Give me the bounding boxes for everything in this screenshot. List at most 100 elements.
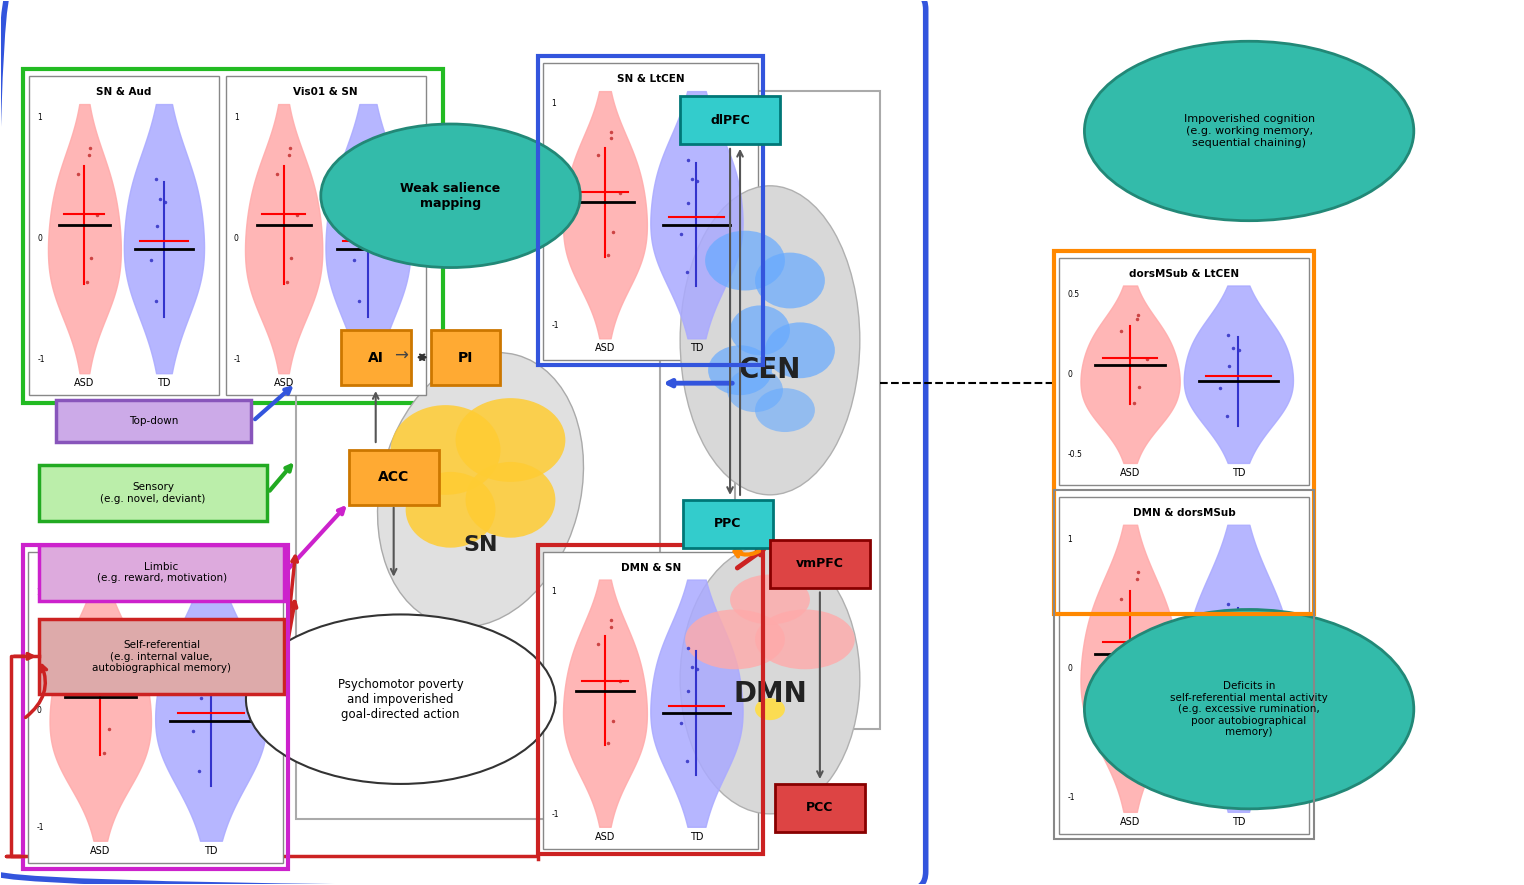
Text: →: →	[393, 346, 407, 365]
Bar	[544, 63, 757, 360]
Ellipse shape	[754, 389, 815, 432]
Text: DMN & SN: DMN & SN	[620, 563, 681, 573]
Bar	[1055, 490, 1314, 839]
Text: 1: 1	[552, 588, 556, 596]
Text: 0: 0	[552, 211, 556, 219]
Text: TD: TD	[690, 343, 703, 353]
Text: 0: 0	[37, 705, 41, 715]
Ellipse shape	[1085, 610, 1414, 809]
Ellipse shape	[405, 472, 495, 548]
Ellipse shape	[754, 610, 855, 669]
Bar	[680, 96, 780, 144]
Bar	[341, 330, 410, 385]
Text: ACC: ACC	[378, 471, 410, 484]
Bar	[23, 544, 288, 869]
Bar	[544, 551, 757, 849]
Text: DMN & dorsMSub: DMN & dorsMSub	[1132, 508, 1236, 518]
Text: PPC: PPC	[715, 517, 742, 530]
Text: PCC: PCC	[806, 801, 834, 814]
Text: -1: -1	[552, 321, 559, 330]
Ellipse shape	[390, 405, 500, 495]
Ellipse shape	[709, 345, 773, 395]
Text: TD: TD	[1231, 817, 1245, 827]
Bar	[776, 784, 864, 832]
Ellipse shape	[727, 368, 783, 412]
Text: -1: -1	[552, 810, 559, 819]
Text: 0.5: 0.5	[1067, 290, 1079, 299]
Bar	[40, 465, 267, 520]
Bar	[538, 544, 764, 854]
Bar	[660, 91, 879, 729]
Bar	[1059, 258, 1309, 485]
Bar	[683, 500, 773, 548]
Text: 1: 1	[37, 113, 43, 122]
Text: vmPFC: vmPFC	[796, 558, 844, 570]
Text: Limbic
(e.g. reward, motivation): Limbic (e.g. reward, motivation)	[96, 562, 227, 583]
Text: Top-down: Top-down	[130, 416, 178, 426]
Text: ASD: ASD	[594, 343, 616, 353]
Text: AI: AI	[367, 350, 384, 365]
Ellipse shape	[456, 398, 565, 481]
Text: DMN: DMN	[733, 681, 806, 708]
Text: 0: 0	[1067, 370, 1073, 379]
Text: dorsMSub & LtCEN: dorsMSub & LtCEN	[1129, 268, 1239, 279]
Text: TD: TD	[204, 846, 218, 856]
Text: 1: 1	[552, 99, 556, 108]
Text: 1: 1	[37, 589, 41, 597]
Bar	[29, 551, 283, 863]
Text: SN & LtCEN: SN & LtCEN	[617, 74, 684, 84]
Text: 0: 0	[37, 235, 43, 243]
Bar	[296, 231, 735, 819]
Text: ASD: ASD	[90, 846, 110, 856]
Bar	[40, 544, 283, 601]
Text: CEN: CEN	[739, 357, 802, 384]
Ellipse shape	[465, 462, 555, 538]
Text: SN & Aud: SN & Aud	[96, 87, 152, 97]
Text: Weak salience
mapping: Weak salience mapping	[401, 181, 501, 210]
Text: -1: -1	[37, 355, 44, 365]
Text: ASD: ASD	[1120, 468, 1140, 478]
Text: ASD: ASD	[1120, 817, 1140, 827]
Text: Deficits in
self-referential mental activity
(e.g. excessive rumination,
poor au: Deficits in self-referential mental acti…	[1170, 681, 1327, 737]
Text: -0.5: -0.5	[1067, 450, 1082, 458]
Ellipse shape	[378, 352, 584, 627]
Bar	[349, 450, 439, 504]
Text: TD: TD	[1231, 468, 1245, 478]
Text: -1: -1	[37, 823, 44, 832]
Text: ASD: ASD	[273, 378, 294, 389]
Bar	[23, 69, 442, 404]
Text: Self-referential
(e.g. internal value,
autobiographical memory): Self-referential (e.g. internal value, a…	[91, 640, 232, 673]
Text: 0: 0	[1067, 664, 1073, 673]
Text: SN: SN	[463, 535, 498, 555]
Ellipse shape	[680, 186, 860, 495]
Ellipse shape	[245, 614, 555, 784]
Bar	[1059, 496, 1309, 834]
Bar	[770, 540, 870, 588]
Text: BGN & SN: BGN & SN	[126, 563, 184, 573]
Ellipse shape	[680, 544, 860, 814]
Text: Sensory
(e.g. novel, deviant): Sensory (e.g. novel, deviant)	[101, 482, 206, 504]
Text: PI: PI	[457, 350, 474, 365]
Text: ASD: ASD	[75, 378, 94, 389]
Ellipse shape	[765, 322, 835, 378]
Text: TD: TD	[361, 378, 375, 389]
Text: TD: TD	[690, 832, 703, 842]
Ellipse shape	[730, 305, 789, 355]
Ellipse shape	[706, 231, 785, 290]
Bar	[226, 76, 425, 395]
Bar	[29, 76, 219, 395]
Ellipse shape	[322, 124, 581, 267]
Text: 0: 0	[235, 235, 239, 243]
Ellipse shape	[754, 252, 824, 308]
Text: dlPFC: dlPFC	[710, 113, 750, 127]
Text: 1: 1	[235, 113, 239, 122]
Ellipse shape	[730, 574, 809, 625]
Bar	[538, 57, 764, 366]
Ellipse shape	[754, 698, 785, 720]
Text: -1: -1	[235, 355, 241, 365]
Text: 0: 0	[552, 698, 556, 708]
Bar	[56, 400, 251, 442]
Bar	[431, 330, 500, 385]
Text: Vis01 & SN: Vis01 & SN	[294, 87, 358, 97]
Text: ASD: ASD	[594, 832, 616, 842]
